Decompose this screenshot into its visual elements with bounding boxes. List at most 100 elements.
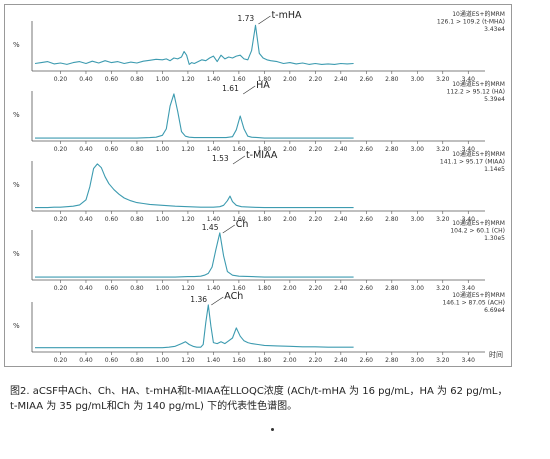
channel-info: 112.2 > 95.12 (HA) xyxy=(447,89,505,96)
y-axis-label: % xyxy=(13,41,20,49)
channel-info: 10通道ES+的MRM xyxy=(452,10,505,18)
x-tick-label: 1.60 xyxy=(232,146,246,153)
panel-ch: % 0.20 0.40 0.60 0.80 1.00 1.20 1.40 1.60 1.80 2.0… xyxy=(13,219,505,292)
analyte-label: t-mHA xyxy=(271,10,302,21)
x-tick-label: 1.40 xyxy=(207,216,221,223)
x-tick-label: 0.20 xyxy=(54,216,68,223)
x-tick-label: 1.80 xyxy=(258,76,272,83)
caption-line-1: 图2. aCSF中ACh、Ch、HA、t-mHA和t-MIAA在LLOQC浓度 … xyxy=(10,386,508,397)
trace-ch xyxy=(35,232,354,278)
x-tick-label: 1.00 xyxy=(156,76,170,83)
trace-t-mha xyxy=(34,24,354,65)
x-axis-unit-label: 时间 xyxy=(489,350,503,359)
x-tick-label: 1.60 xyxy=(232,357,246,364)
panel-t-mha: % 0.20 0.40 0.60 0.80 1.00 1.20 1.40 1.60 1.80 2.0… xyxy=(13,10,505,83)
x-tick-label: 1.20 xyxy=(181,216,195,223)
x-tick-label: 3.40 xyxy=(462,357,476,364)
x-tick-label: 3.20 xyxy=(436,76,450,83)
x-tick-label: 0.40 xyxy=(79,357,93,364)
channel-info: 1.14e5 xyxy=(484,166,505,173)
x-tick-label: 1.00 xyxy=(156,146,170,153)
channel-info: 3.43e4 xyxy=(484,26,505,33)
peak-rt-label: 1.36 xyxy=(190,295,207,304)
x-tick-label: 3.20 xyxy=(436,146,450,153)
x-tick-label: 1.40 xyxy=(207,76,221,83)
x-tick-label: 1.60 xyxy=(232,216,246,223)
channel-info: 104.2 > 60.1 (CH) xyxy=(450,228,505,235)
channel-info: 146.1 > 87.05 (ACH) xyxy=(443,300,505,307)
x-tick-label: 2.20 xyxy=(309,76,323,83)
x-tick-label: 2.80 xyxy=(385,76,399,83)
x-tick-label: 1.20 xyxy=(181,357,195,364)
annotation-leader xyxy=(258,15,271,25)
x-tick-label: 3.00 xyxy=(411,146,425,153)
x-tick-label: 1.80 xyxy=(258,216,272,223)
y-axis-label: % xyxy=(13,111,20,119)
x-tick-label: 0.40 xyxy=(79,216,93,223)
x-tick-label: 2.80 xyxy=(385,216,399,223)
x-tick-label: 2.00 xyxy=(283,76,297,83)
y-axis-label: % xyxy=(13,250,20,258)
annotation-leader xyxy=(242,85,256,95)
x-tick-label: 2.40 xyxy=(334,285,348,292)
x-tick-label: 0.40 xyxy=(79,76,93,83)
x-tick-label: 3.20 xyxy=(436,285,450,292)
chromatogram-figure: % 0.20 0.40 0.60 0.80 1.00 1.20 1.40 1.60 1.80 2.0… xyxy=(4,4,512,367)
peak-rt-label: 1.53 xyxy=(212,154,229,163)
x-tick-label: 2.20 xyxy=(309,146,323,153)
x-tick-label: 0.40 xyxy=(79,146,93,153)
x-tick-label: 1.80 xyxy=(258,285,272,292)
annotation-leader xyxy=(211,296,224,306)
x-tick-label: 0.60 xyxy=(105,216,119,223)
peak-rt-label: 1.45 xyxy=(202,223,219,232)
x-tick-label: 2.40 xyxy=(334,76,348,83)
x-tick-label: 2.40 xyxy=(334,357,348,364)
x-tick-label: 2.20 xyxy=(309,216,323,223)
x-tick-label: 0.80 xyxy=(130,146,144,153)
x-tick-label: 0.60 xyxy=(105,357,119,364)
x-tick-label: 2.00 xyxy=(283,146,297,153)
trace-ha xyxy=(35,93,354,139)
y-axis-label: % xyxy=(13,181,20,189)
x-tick-label: 0.80 xyxy=(130,216,144,223)
x-tick-label: 2.40 xyxy=(334,146,348,153)
annotation-leader xyxy=(232,155,246,165)
x-tick-label: 0.20 xyxy=(54,285,68,292)
x-tick-label: 2.80 xyxy=(385,146,399,153)
x-tick-label: 3.20 xyxy=(436,357,450,364)
x-tick-label: 3.40 xyxy=(462,76,476,83)
x-tick-label: 2.20 xyxy=(309,357,323,364)
x-tick-label: 3.40 xyxy=(462,146,476,153)
x-tick-label: 0.80 xyxy=(130,76,144,83)
x-tick-label: 1.40 xyxy=(207,146,221,153)
x-tick-label: 2.80 xyxy=(385,285,399,292)
x-tick-label: 0.20 xyxy=(54,357,68,364)
x-tick-label: 2.60 xyxy=(360,146,374,153)
analyte-label: t-MIAA xyxy=(246,150,278,161)
x-tick-label: 3.00 xyxy=(411,357,425,364)
x-tick-label: 2.60 xyxy=(360,76,374,83)
channel-info: 10通道ES+的MRM xyxy=(452,219,505,227)
x-tick-label: 0.60 xyxy=(105,285,119,292)
channel-info: 5.39e4 xyxy=(484,96,505,103)
x-tick-label: 3.20 xyxy=(436,216,450,223)
x-tick-label: 3.00 xyxy=(411,76,425,83)
x-tick-label: 1.20 xyxy=(181,285,195,292)
channel-info: 1.30e5 xyxy=(484,235,505,242)
x-tick-label: 2.40 xyxy=(334,216,348,223)
panel-ach: % 0.20 0.40 0.60 0.80 1.00 1.20 1.40 1.60 1.80 2.0… xyxy=(13,291,505,364)
x-tick-label: 1.00 xyxy=(156,216,170,223)
x-tick-label: 2.60 xyxy=(360,216,374,223)
x-tick-label: 2.00 xyxy=(283,216,297,223)
analyte-label: ACh xyxy=(224,291,243,302)
x-tick-label: 2.80 xyxy=(385,357,399,364)
x-tick-label: 0.60 xyxy=(105,146,119,153)
page-dot xyxy=(271,428,274,431)
analyte-label: HA xyxy=(256,80,270,91)
x-tick-label: 0.80 xyxy=(130,357,144,364)
x-tick-label: 1.40 xyxy=(207,357,221,364)
x-tick-label: 3.00 xyxy=(411,216,425,223)
x-tick-label: 1.40 xyxy=(207,285,221,292)
x-tick-label: 1.00 xyxy=(156,357,170,364)
peak-rt-label: 1.73 xyxy=(237,14,254,23)
